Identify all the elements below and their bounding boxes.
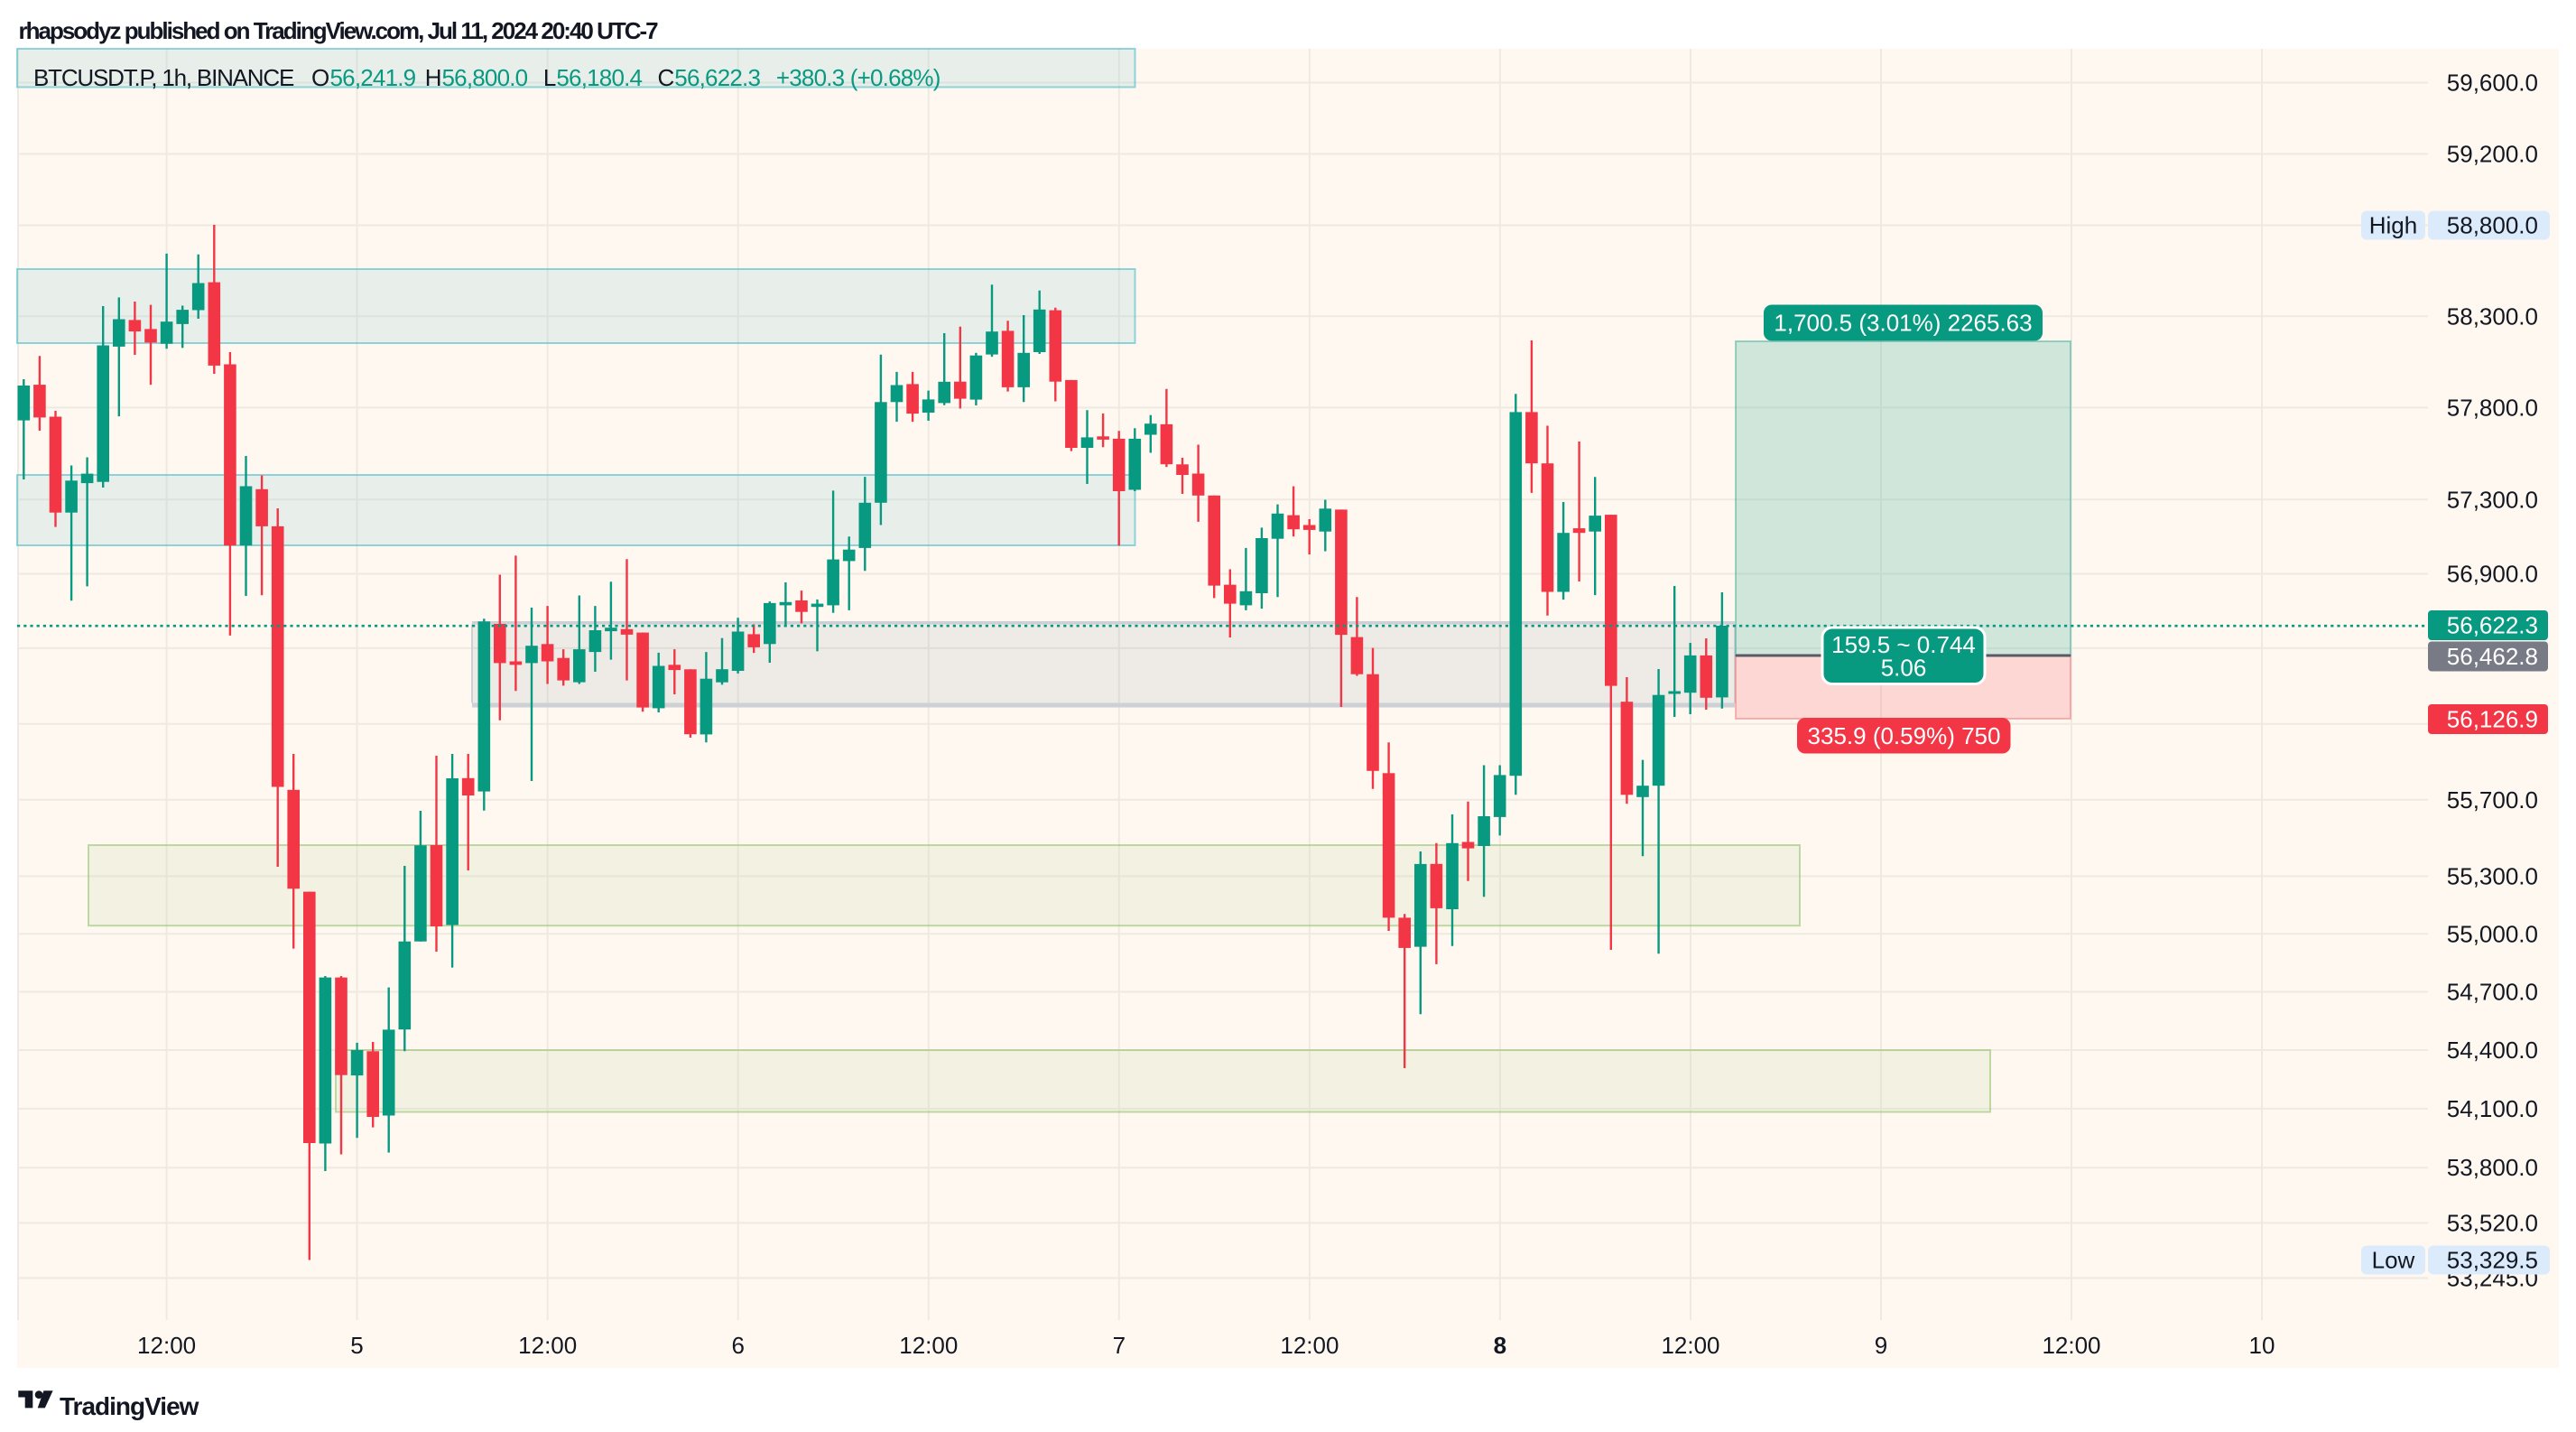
- svg-text:56,126.9: 56,126.9: [2447, 706, 2538, 733]
- svg-text:9: 9: [1875, 1332, 1887, 1359]
- svg-text:H: H: [425, 64, 441, 91]
- svg-text:56,462.8: 56,462.8: [2447, 643, 2538, 670]
- svg-text:High: High: [2369, 212, 2417, 239]
- svg-text:7: 7: [1113, 1332, 1126, 1359]
- svg-text:12:00: 12:00: [2042, 1332, 2100, 1359]
- svg-text:12:00: 12:00: [518, 1332, 577, 1359]
- svg-text:55,000.0: 55,000.0: [2447, 920, 2538, 947]
- svg-text:58,800.0: 58,800.0: [2447, 212, 2538, 239]
- svg-text:BTCUSDT.P, 1h, BINANCE: BTCUSDT.P, 1h, BINANCE: [33, 64, 294, 91]
- svg-text:12:00: 12:00: [1661, 1332, 1719, 1359]
- svg-text:159.5 ~ 0.744: 159.5 ~ 0.744: [1831, 631, 1976, 658]
- svg-text:8: 8: [1494, 1332, 1506, 1359]
- svg-text:12:00: 12:00: [1280, 1332, 1339, 1359]
- svg-text:58,300.0: 58,300.0: [2447, 302, 2538, 330]
- svg-text:12:00: 12:00: [137, 1332, 196, 1359]
- svg-text:55,300.0: 55,300.0: [2447, 862, 2538, 889]
- svg-text:53,329.5: 53,329.5: [2447, 1247, 2538, 1274]
- svg-text:53,520.0: 53,520.0: [2447, 1209, 2538, 1236]
- svg-text:54,100.0: 54,100.0: [2447, 1095, 2538, 1122]
- svg-text:56,900.0: 56,900.0: [2447, 561, 2538, 588]
- svg-text:53,800.0: 53,800.0: [2447, 1154, 2538, 1181]
- svg-text:6: 6: [731, 1332, 744, 1359]
- svg-text:C: C: [658, 64, 674, 91]
- svg-text:Low: Low: [2372, 1247, 2415, 1274]
- svg-text:rhapsodyz published on Trading: rhapsodyz published on TradingView.com, …: [19, 17, 659, 44]
- svg-text:56,180.4: 56,180.4: [556, 64, 642, 91]
- svg-text:54,700.0: 54,700.0: [2447, 979, 2538, 1006]
- svg-text:56,622.3: 56,622.3: [2447, 612, 2538, 639]
- svg-text:55,700.0: 55,700.0: [2447, 786, 2538, 814]
- svg-text:56,241.9: 56,241.9: [330, 64, 416, 91]
- svg-text:335.9 (0.59%) 750: 335.9 (0.59%) 750: [1808, 722, 2001, 749]
- svg-text:56,622.3: 56,622.3: [674, 64, 760, 91]
- svg-text:TradingView: TradingView: [60, 1392, 199, 1420]
- svg-text:+380.3 (+0.68%): +380.3 (+0.68%): [776, 64, 941, 91]
- svg-text:O: O: [311, 64, 329, 91]
- svg-text:5: 5: [350, 1332, 363, 1359]
- svg-text:L: L: [543, 64, 556, 91]
- svg-text:1,700.5 (3.01%) 2265.63: 1,700.5 (3.01%) 2265.63: [1774, 310, 2032, 337]
- svg-text:56,800.0: 56,800.0: [442, 64, 528, 91]
- svg-text:54,400.0: 54,400.0: [2447, 1037, 2538, 1064]
- svg-text:57,800.0: 57,800.0: [2447, 394, 2538, 421]
- svg-text:12:00: 12:00: [899, 1332, 958, 1359]
- svg-text:59,200.0: 59,200.0: [2447, 141, 2538, 168]
- svg-text:59,600.0: 59,600.0: [2447, 70, 2538, 97]
- svg-text:10: 10: [2249, 1332, 2275, 1359]
- svg-text:57,300.0: 57,300.0: [2447, 486, 2538, 513]
- svg-text:5.06: 5.06: [1881, 655, 1927, 682]
